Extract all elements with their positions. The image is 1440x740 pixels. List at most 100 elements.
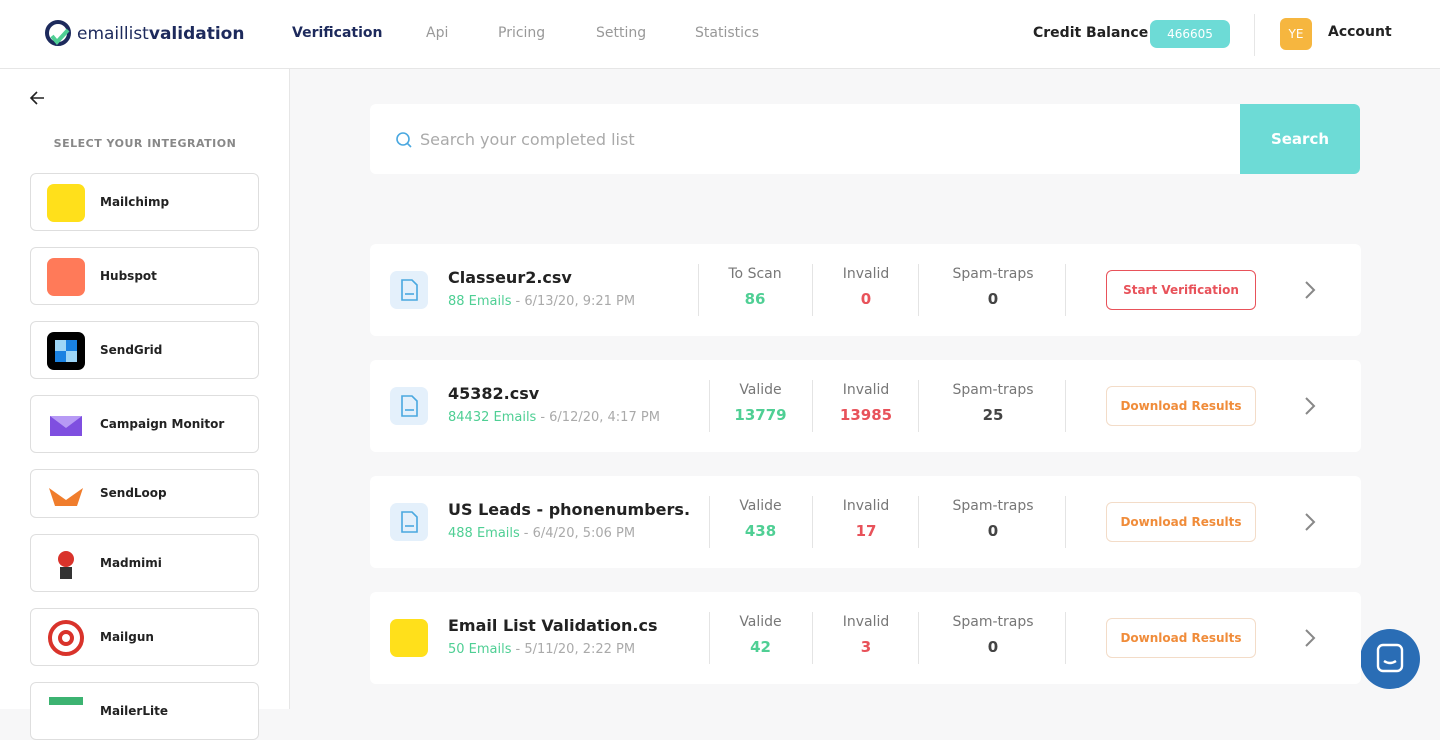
stat-value: 42 — [750, 638, 771, 656]
integration-item[interactable]: SendGrid — [30, 321, 259, 379]
separator — [709, 612, 710, 664]
credit-value: 466605 — [1150, 20, 1230, 48]
separator — [812, 264, 813, 316]
stat-value: 25 — [982, 406, 1004, 424]
integration-item[interactable]: Madmimi — [30, 534, 259, 592]
list-meta: 50 Emails - 5/11/20, 2:22 PM — [448, 642, 635, 657]
integration-name: Mailchimp — [100, 195, 170, 209]
stat-label: Invalid — [842, 498, 890, 514]
list-date: - 6/4/20, 5:06 PM — [523, 526, 636, 541]
integration-name: SendLoop — [100, 486, 167, 500]
stat-label: Spam-traps — [952, 614, 1034, 630]
separator — [918, 264, 919, 316]
stat-label: Spam-traps — [952, 498, 1034, 514]
separator — [918, 496, 919, 548]
integration-item[interactable]: Mailgun — [30, 608, 259, 666]
chevron[interactable] — [1304, 280, 1316, 304]
list-name[interactable]: 45382.csv — [448, 384, 540, 403]
integration-item[interactable]: Mailchimp — [30, 173, 259, 231]
email-count: 488 Emails — [448, 526, 520, 541]
file-icon — [390, 387, 428, 425]
separator — [812, 380, 813, 432]
integration-name: Madmimi — [100, 556, 162, 570]
separator — [1065, 264, 1066, 316]
separator — [812, 612, 813, 664]
credit-label: Credit Balance — [1033, 25, 1149, 41]
action-button[interactable]: Start Verification — [1106, 270, 1256, 310]
search-bar: Search your completed list Search — [370, 104, 1360, 174]
list-name[interactable]: Classeur2.csv — [448, 268, 572, 287]
integration-item[interactable]: MailerLite — [30, 682, 259, 740]
integration-item[interactable]: Campaign Monitor — [30, 395, 259, 453]
stat: Spam-traps 0 — [938, 266, 1048, 308]
stat-value: 86 — [744, 290, 766, 308]
stat: Spam-traps 25 — [938, 382, 1048, 424]
nav-item[interactable]: Setting — [596, 25, 647, 41]
chat-icon — [1376, 643, 1404, 673]
separator — [709, 496, 710, 548]
search-icon — [396, 132, 412, 148]
nav-item[interactable]: Pricing — [498, 25, 546, 41]
chevron[interactable] — [1304, 628, 1316, 652]
action-button[interactable]: Download Results — [1106, 386, 1256, 426]
list-name[interactable]: Email List Validation.cs — [448, 616, 658, 635]
search-button[interactable]: Search — [1240, 104, 1360, 174]
action-button[interactable]: Download Results — [1106, 502, 1256, 542]
nav-item[interactable]: Verification — [292, 25, 383, 41]
integration-icon — [47, 619, 85, 657]
separator — [918, 380, 919, 432]
separator — [812, 496, 813, 548]
back-arrow[interactable] — [28, 89, 48, 107]
avatar[interactable]: YE — [1280, 18, 1312, 50]
logo[interactable]: emaillistvalidation — [77, 24, 244, 44]
stat-value: 3 — [860, 638, 872, 656]
header: emaillistvalidation Verification Api Pri… — [0, 0, 1440, 69]
integration-name: MailerLite — [100, 704, 168, 718]
stat: Invalid 0 — [811, 266, 921, 308]
stat-label: Invalid — [842, 266, 890, 282]
separator — [709, 380, 710, 432]
list-name[interactable]: US Leads - phonenumbers. — [448, 500, 691, 519]
stat-value: 17 — [855, 522, 877, 540]
stat: Valide 13779 — [706, 382, 816, 424]
nav-item[interactable]: Statistics — [695, 25, 759, 41]
stat-label: Spam-traps — [952, 266, 1034, 282]
integration-item[interactable]: SendLoop — [30, 469, 259, 518]
integration-icon — [47, 475, 85, 514]
chat-button[interactable] — [1360, 629, 1420, 689]
separator — [698, 264, 699, 316]
logo-icon — [45, 20, 71, 46]
stat: Spam-traps 0 — [938, 614, 1048, 656]
stat-label: To Scan — [728, 266, 782, 282]
stat: Spam-traps 0 — [938, 498, 1048, 540]
stat-label: Invalid — [842, 382, 890, 398]
email-count: 50 Emails — [448, 642, 512, 657]
stat-label: Valide — [739, 614, 782, 630]
chevron[interactable] — [1304, 396, 1316, 420]
integration-name: Mailgun — [100, 630, 154, 644]
stat: Valide 42 — [706, 614, 816, 656]
integration-item[interactable]: Hubspot — [30, 247, 259, 305]
nav-item[interactable]: Api — [426, 25, 449, 41]
stat-label: Spam-traps — [952, 382, 1034, 398]
list-row: US Leads - phonenumbers. 488 Emails - 6/4/… — [370, 476, 1361, 568]
integration-name: Campaign Monitor — [100, 417, 225, 431]
stat: Invalid 17 — [811, 498, 921, 540]
file-icon — [390, 271, 428, 309]
chevron[interactable] — [1304, 512, 1316, 536]
sidebar-title: SELECT YOUR INTEGRATION — [53, 137, 237, 150]
stat-value: 13779 — [734, 406, 787, 424]
stat-value: 0 — [860, 290, 872, 308]
email-count: 84432 Emails — [448, 410, 537, 425]
action-button[interactable]: Download Results — [1106, 618, 1256, 658]
integration-name: SendGrid — [100, 343, 163, 357]
stat-value: 0 — [987, 638, 999, 656]
email-count: 88 Emails — [448, 294, 512, 309]
divider — [1254, 14, 1255, 56]
integration-name: Hubspot — [100, 269, 157, 283]
search-input[interactable]: Search your completed list — [420, 130, 635, 149]
stat-label: Invalid — [842, 614, 890, 630]
separator — [918, 612, 919, 664]
account[interactable]: Account — [1328, 24, 1392, 40]
integration-icon — [47, 406, 85, 444]
